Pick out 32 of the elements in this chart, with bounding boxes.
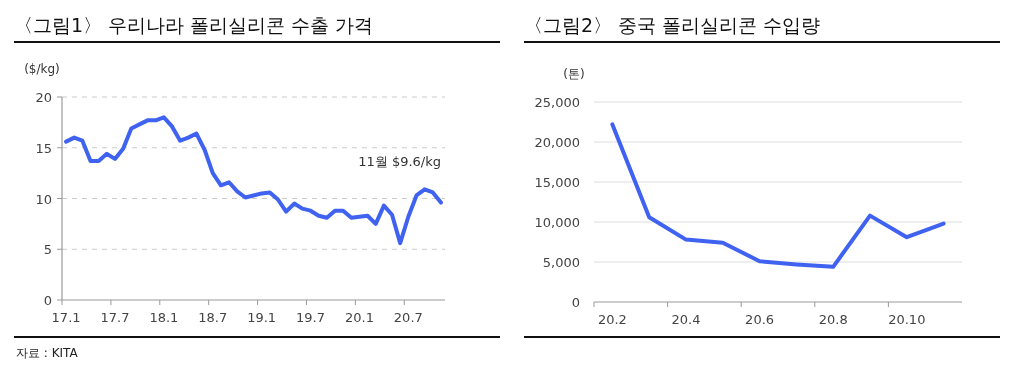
- x-tick-label: 19.7: [296, 310, 326, 325]
- y-tick-label: 5,000: [542, 255, 580, 270]
- y-tick-label: 20,000: [534, 135, 580, 150]
- y-tick-label: 10,000: [534, 215, 580, 230]
- line-series: [610, 122, 946, 269]
- x-tick-label: 20.4: [671, 312, 701, 327]
- y-tick-label: 5: [43, 242, 52, 258]
- chart-title: 〈그림1〉 우리나라 폴리실리콘 수출 가격: [14, 14, 374, 36]
- x-tick-label: 20.6: [745, 312, 775, 327]
- y-tick-label: 0: [43, 293, 52, 308]
- y-tick-label: 15,000: [534, 175, 580, 190]
- annotation: 11월 $9.6/kg: [358, 154, 441, 170]
- x-tick-label: 19.1: [247, 310, 277, 325]
- y-axis-title: ($/kg): [24, 62, 60, 76]
- y-axis-title: (톤): [563, 67, 585, 81]
- x-tick-label: 20.8: [818, 312, 848, 327]
- x-tick-label: 20.10: [888, 312, 926, 327]
- chart-title: 〈그림2〉 중국 폴리실리콘 수입량: [524, 14, 821, 36]
- y-tick-label: 0: [571, 295, 580, 310]
- x-tick-label: 18.1: [149, 310, 179, 325]
- x-tick-label: 20.2: [597, 312, 627, 327]
- x-tick-label: 17.7: [100, 310, 130, 325]
- y-tick-label: 20: [35, 90, 52, 105]
- y-tick-label: 10: [35, 191, 52, 207]
- y-tick-label: 15: [35, 140, 52, 156]
- x-tick-label: 17.1: [51, 310, 81, 325]
- y-tick-label: 25,000: [534, 95, 580, 110]
- x-tick-label: 20.7: [393, 310, 423, 325]
- line-series: [64, 115, 443, 246]
- x-tick-label: 18.7: [198, 310, 228, 325]
- x-tick-label: 20.1: [344, 310, 374, 325]
- text: 자료 : KITA: [16, 346, 79, 360]
